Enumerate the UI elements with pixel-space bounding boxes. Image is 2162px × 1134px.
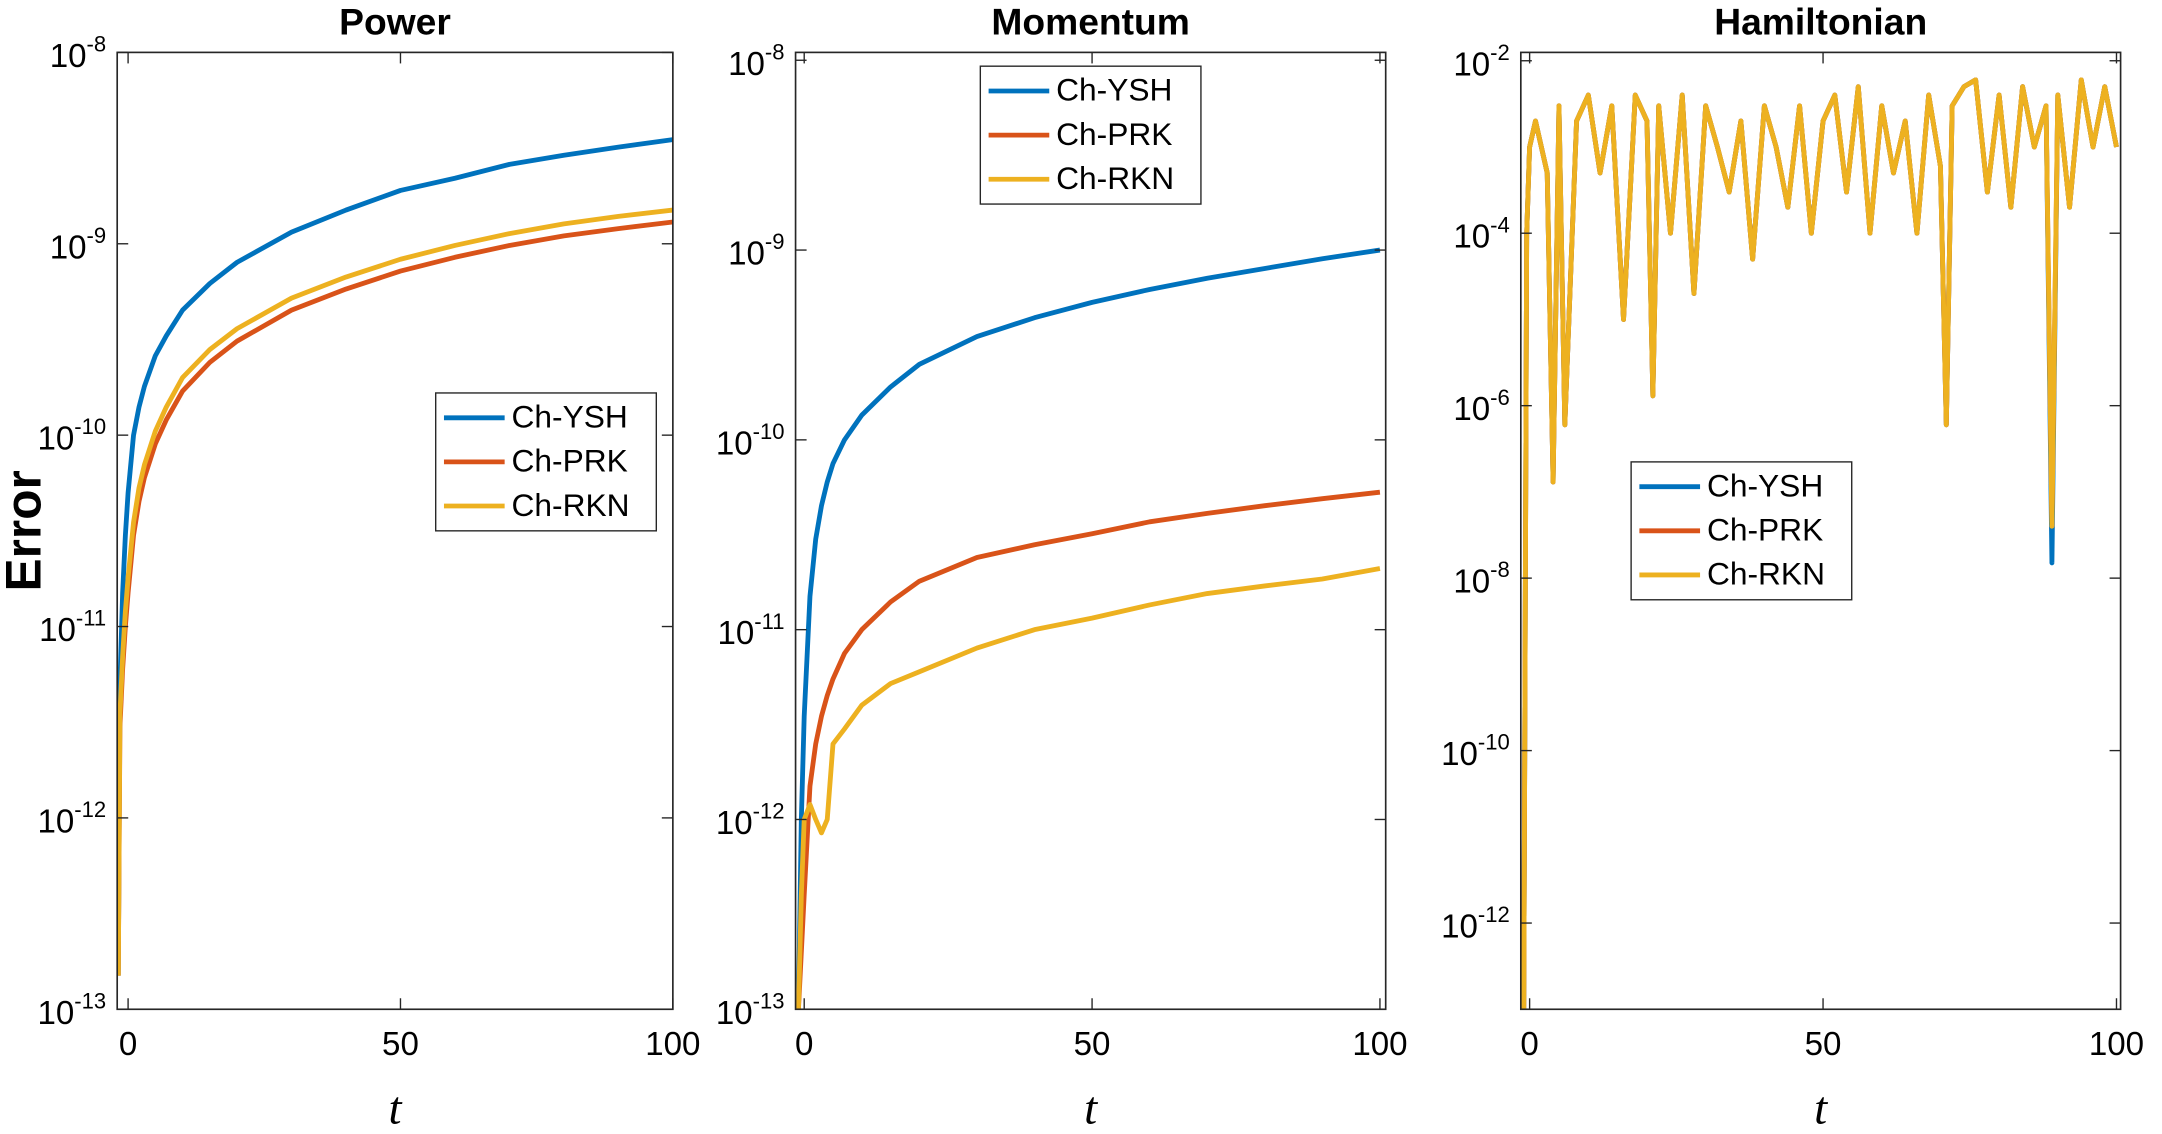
panel: 10-8 10-9 10-10 10-11 10-12 10-13 0 50 100 Power t… (0, 1, 700, 1134)
y-tick-label: 10-10 (37, 414, 106, 457)
series-group (117, 137, 673, 976)
series-line (1520, 77, 2119, 1010)
x-axis-label: t (1814, 1082, 1828, 1134)
x-tick-label: 0 (1520, 1026, 1538, 1063)
y-tick-label: 10-12 (716, 798, 785, 841)
x-tick-label: 100 (645, 1026, 700, 1063)
legend-label: Ch-RKN (1056, 160, 1174, 196)
x-tick-label: 0 (795, 1026, 813, 1063)
series-line (796, 489, 1381, 1010)
x-tick-label: 50 (382, 1026, 419, 1063)
y-tick-label: 10-12 (1441, 902, 1510, 945)
series-group (1520, 77, 2119, 1010)
panel: 10-8 10-9 10-10 10-11 10-12 10-13 0 50 100 Moment… (716, 1, 1408, 1134)
axes-box (116, 51, 674, 1011)
x-tick-label: 0 (119, 1026, 137, 1063)
y-tick-label: 10-11 (718, 609, 785, 652)
y-tick-label: 10-13 (37, 988, 106, 1031)
y-tick-label: 10-4 (1453, 212, 1509, 255)
y-tick-label: 10-9 (728, 229, 784, 272)
legend: Ch-YSH Ch-PRK Ch-RKN (979, 65, 1202, 205)
legend-label: Ch-PRK (512, 443, 628, 479)
plot-area (795, 52, 1386, 1010)
x-axis-label: t (389, 1082, 403, 1134)
y-tick-label: 10-9 (50, 223, 106, 266)
legend-label: Ch-RKN (1707, 556, 1825, 592)
y-tick-label: 10-11 (39, 605, 106, 648)
y-tick-label: 10-8 (1453, 557, 1509, 600)
series-line (117, 207, 673, 976)
legend: Ch-YSH Ch-PRK Ch-RKN (435, 392, 657, 532)
chart-title: Momentum (991, 1, 1189, 43)
y-tick-label: 10-8 (50, 31, 106, 74)
legend-label: Ch-YSH (512, 399, 628, 435)
legend-label: Ch-YSH (1707, 467, 1823, 503)
chart-title: Hamiltonian (1714, 1, 1927, 43)
x-tick-label: 50 (1805, 1026, 1842, 1063)
x-axis-label: t (1084, 1082, 1098, 1134)
legend-label: Ch-PRK (1056, 116, 1172, 152)
y-tick-label: 10-2 (1453, 40, 1509, 83)
y-tick-label: 10-12 (37, 797, 106, 840)
x-tick-label: 100 (1352, 1026, 1407, 1063)
y-axis-label: Error (0, 470, 52, 591)
x-tick-label: 100 (2089, 1026, 2144, 1063)
series-line (796, 566, 1381, 1010)
legend-label: Ch-YSH (1056, 72, 1172, 108)
y-tick-label: 10-8 (728, 39, 784, 82)
legend-label: Ch-RKN (512, 487, 630, 523)
y-tick-label: 10-6 (1453, 385, 1509, 428)
series-line (117, 137, 673, 976)
panel: 10-2 10-4 10-6 10-8 10-10 10-12 0 50 100 Hamilton… (1441, 1, 2144, 1134)
axes-box (794, 51, 1387, 1011)
y-tick-label: 10-10 (716, 419, 785, 462)
x-tick-label: 50 (1074, 1026, 1111, 1063)
chart-title: Power (339, 1, 451, 43)
y-tick-label: 10-13 (716, 988, 785, 1031)
series-line (796, 247, 1381, 1010)
series-group (796, 247, 1381, 1010)
y-tick-label: 10-10 (1441, 730, 1510, 773)
axes-box (1519, 51, 2122, 1011)
legend: Ch-YSH Ch-PRK Ch-RKN (1630, 461, 1853, 601)
legend-label: Ch-PRK (1707, 512, 1823, 548)
